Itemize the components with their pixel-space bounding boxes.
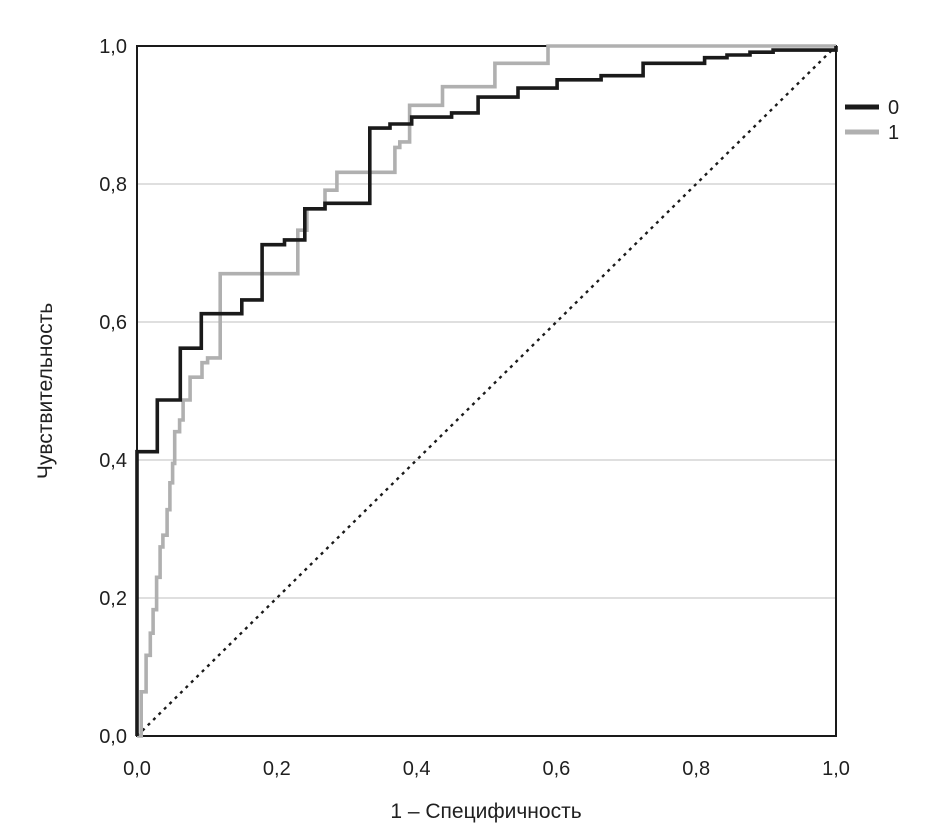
y-tick-label: 0,2: [99, 588, 127, 610]
gridlines: [137, 183, 836, 599]
legend: 01: [845, 97, 899, 144]
legend-label-1: 1: [888, 122, 899, 144]
y-tick-label: 0,0: [99, 726, 127, 748]
reference-diagonal: [136, 45, 837, 737]
x-tick-label: 1,0: [822, 758, 850, 780]
y-tick-label: 0,4: [99, 450, 127, 472]
x-axis-title: 1 – Специфичность: [390, 800, 581, 823]
y-axis-title: Чувствительность: [34, 303, 57, 479]
x-axis-tick-labels: 0,0 0,2 0,4 0,6 0,8 1,0: [123, 758, 850, 780]
y-axis-tick-labels: 0,0 0,2 0,4 0,6 0,8 1,0: [99, 36, 127, 748]
x-tick-label: 0,4: [403, 758, 431, 780]
y-tick-label: 0,8: [99, 174, 127, 196]
roc-curve-1: [137, 44, 836, 738]
diagonal-reference-line: [136, 45, 837, 737]
x-tick-label: 0,2: [263, 758, 291, 780]
y-tick-label: 1,0: [99, 36, 127, 58]
roc-curve-0: [135, 46, 838, 736]
x-tick-label: 0,6: [542, 758, 570, 780]
legend-label-0: 0: [888, 97, 899, 119]
x-tick-label: 0,8: [682, 758, 710, 780]
plot-frame: [136, 45, 837, 737]
y-tick-label: 0,6: [99, 312, 127, 334]
roc-curves: [135, 44, 838, 738]
x-tick-label: 0,0: [123, 758, 151, 780]
